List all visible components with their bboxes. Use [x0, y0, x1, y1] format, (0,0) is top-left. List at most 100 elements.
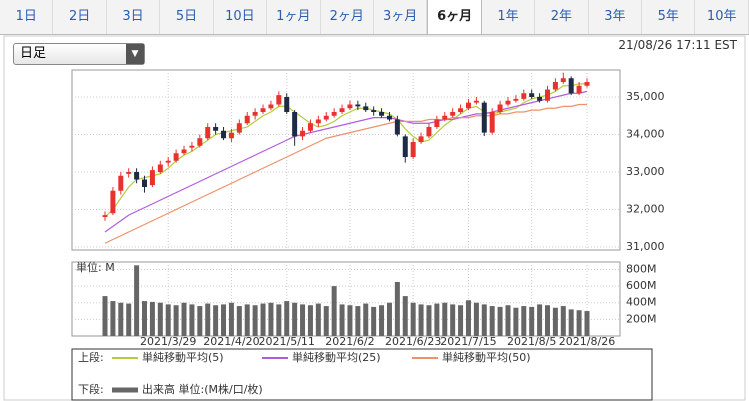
candle-body	[473, 100, 479, 103]
candle-body	[394, 119, 400, 135]
x-tick-label: 2021/8/26	[559, 335, 615, 348]
candle-body	[371, 110, 377, 112]
volume-bar	[260, 303, 266, 336]
y-tick-label: 31,000	[626, 240, 665, 253]
volume-bar	[205, 303, 211, 336]
period-tab[interactable]: 10日	[214, 0, 268, 34]
candle-body	[300, 130, 306, 137]
volume-bar	[568, 309, 574, 336]
candle-body	[450, 112, 456, 116]
volume-bar	[347, 305, 353, 336]
candle-body	[323, 115, 329, 120]
period-tab[interactable]: 5年	[642, 0, 696, 34]
candle-body	[426, 127, 432, 137]
y-tick-label: 600M	[626, 279, 657, 292]
volume-bar	[292, 302, 298, 336]
volume-bar	[323, 306, 329, 336]
period-tabs: 1日 2日 3日 5日 10日 1ヶ月 2ヶ月 3ヶ月 6ヶ月 1年 2年 3年 5年 10年	[0, 0, 749, 35]
candle-body	[221, 130, 227, 139]
candle-body	[307, 123, 313, 131]
period-tab[interactable]: 1日	[0, 0, 54, 34]
volume-bar	[552, 307, 558, 336]
y-axis-label: 単位: M	[76, 260, 115, 274]
candle-body	[576, 85, 582, 94]
candle-body	[568, 78, 574, 94]
candle-body	[252, 112, 258, 116]
volume-bar	[363, 303, 369, 336]
volume-bar	[379, 305, 385, 336]
volume-bar	[513, 307, 519, 336]
volume-bar	[371, 306, 377, 336]
volume-bar	[228, 302, 234, 336]
volume-bar	[434, 303, 440, 336]
volume-bar	[126, 303, 132, 336]
moving-average-line	[104, 83, 587, 218]
volume-bar	[331, 286, 337, 336]
x-tick-label: 2021/7/15	[440, 335, 496, 348]
candle-body	[315, 119, 321, 124]
volume-bar	[181, 302, 187, 336]
candle-body	[189, 145, 195, 148]
volume-bar	[284, 301, 290, 336]
volume-bar	[458, 305, 464, 336]
legend-lower-label: 下段:	[78, 382, 104, 396]
volume-bar	[584, 311, 590, 336]
candle-body	[521, 93, 527, 99]
candle-body	[142, 179, 148, 187]
volume-bar	[402, 296, 408, 336]
period-tab[interactable]: 6ヶ月	[427, 0, 482, 34]
period-tab[interactable]: 10年	[695, 0, 749, 34]
volume-bar	[157, 302, 163, 336]
volume-bar	[505, 305, 511, 336]
candle-body	[513, 98, 519, 101]
candle-body	[363, 106, 369, 111]
candle-body	[228, 132, 234, 139]
candle-body	[110, 190, 116, 214]
period-tab[interactable]: 1ヶ月	[267, 0, 321, 34]
period-tab[interactable]: 3ヶ月	[374, 0, 428, 34]
candle-body	[244, 115, 250, 124]
period-tab[interactable]: 2ヶ月	[321, 0, 374, 34]
period-tab[interactable]: 3年	[589, 0, 643, 34]
volume-bar	[307, 305, 313, 336]
period-tab[interactable]: 3日	[107, 0, 161, 34]
x-tick-label: 2021/6/2	[325, 335, 374, 348]
candle-body	[355, 104, 361, 107]
candle-body	[537, 97, 543, 101]
candle-body	[284, 97, 290, 112]
candle-body	[268, 104, 274, 109]
y-tick-label: 34,000	[626, 128, 665, 141]
period-tab[interactable]: 2日	[53, 0, 107, 34]
candle-body	[481, 102, 487, 133]
y-tick-label: 35,000	[626, 90, 665, 103]
volume-bar	[355, 306, 361, 336]
volume-bar	[173, 305, 179, 336]
volume-bar	[426, 305, 432, 336]
volume-bar	[118, 302, 124, 336]
period-tab[interactable]: 2年	[535, 0, 589, 34]
volume-bar	[244, 304, 250, 336]
volume-bar	[142, 301, 148, 336]
volume-bar	[268, 302, 274, 336]
candle-body	[102, 215, 108, 217]
volume-bar	[197, 306, 203, 336]
volume-bar	[189, 304, 195, 336]
period-tab[interactable]: 5日	[160, 0, 214, 34]
dropdown-arrow[interactable]: ▼	[126, 44, 144, 64]
interval-dropdown[interactable]: 日足 ▼	[13, 43, 145, 65]
candle-body	[386, 115, 392, 120]
x-tick-label: 2021/6/23	[385, 335, 441, 348]
volume-bar	[252, 305, 258, 336]
volume-bar	[300, 304, 306, 336]
volume-bar	[165, 304, 171, 336]
candle-body	[173, 153, 179, 161]
candle-body	[292, 112, 298, 137]
volume-bar	[537, 304, 543, 336]
volume-bar	[236, 306, 242, 336]
volume-bar	[489, 306, 495, 336]
candle-body	[260, 108, 266, 112]
period-tab[interactable]: 1年	[482, 0, 536, 34]
candle-body	[529, 93, 535, 97]
volume-bar	[394, 281, 400, 336]
